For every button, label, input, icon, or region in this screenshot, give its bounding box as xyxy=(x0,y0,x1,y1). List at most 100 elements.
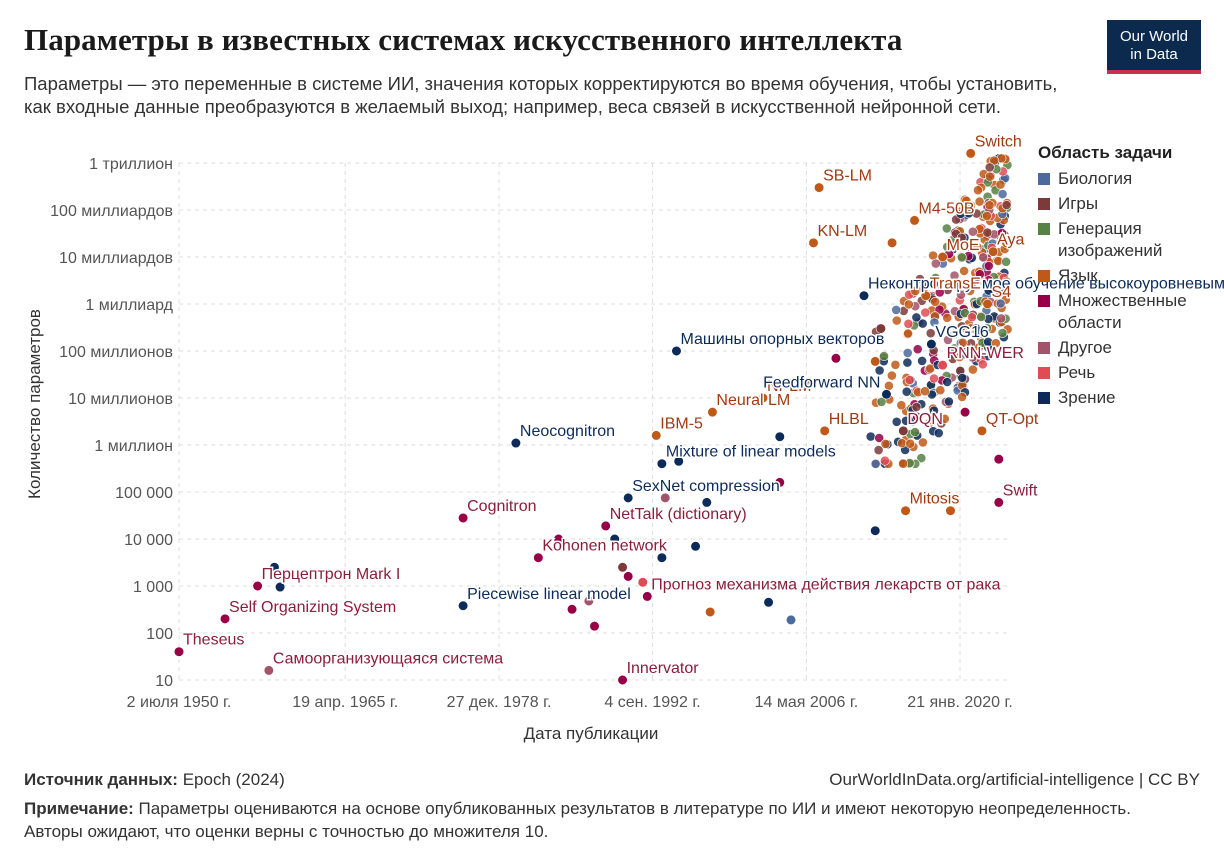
data-point xyxy=(943,334,953,345)
point-label: VGG16 xyxy=(935,324,988,341)
data-point xyxy=(997,189,1008,199)
legend-swatch xyxy=(1038,295,1050,307)
data-point xyxy=(566,604,578,615)
data-point xyxy=(600,520,611,531)
legend-item[interactable]: Язык xyxy=(1038,265,1218,287)
data-point xyxy=(774,431,785,442)
data-point xyxy=(707,407,718,418)
legend-swatch xyxy=(1038,198,1050,210)
point-label: Switch xyxy=(975,133,1022,150)
point-label: SexNet compression xyxy=(632,478,780,495)
data-point xyxy=(219,613,231,624)
data-point xyxy=(902,357,913,368)
legend-label: Другое xyxy=(1058,338,1113,357)
legend-swatch xyxy=(1038,342,1050,354)
data-point xyxy=(916,453,927,463)
x-tick-label: 27 дек. 1978 г. xyxy=(447,694,552,711)
point-label: SB-LM xyxy=(823,168,872,185)
chart-title: Параметры в известных системах искусстве… xyxy=(24,22,903,57)
data-point xyxy=(819,425,830,436)
data-point xyxy=(876,396,887,407)
point-label: Cognitron xyxy=(467,498,536,515)
data-point xyxy=(881,389,892,400)
data-point xyxy=(989,155,1000,166)
point-label: Self Organizing System xyxy=(229,599,396,616)
point-label: Машины опорных векторов xyxy=(680,331,884,348)
legend-item[interactable]: Игры xyxy=(1038,193,1218,215)
point-label: Mitosis xyxy=(910,491,960,508)
x-tick-label: 4 сен. 1992 г. xyxy=(604,694,700,711)
owid-logo[interactable]: Our World in Data xyxy=(1107,20,1201,74)
legend-item[interactable]: Зрение xyxy=(1038,387,1218,409)
data-point xyxy=(911,402,922,412)
point-label: Swift xyxy=(1003,482,1038,499)
x-tick-label: 14 мая 2006 г. xyxy=(755,694,859,711)
data-point xyxy=(972,242,983,252)
data-point xyxy=(617,562,628,573)
data-points xyxy=(173,148,1013,686)
data-point xyxy=(891,315,902,326)
legend-label: Биология xyxy=(1058,169,1133,188)
legend-item[interactable]: Генерация изображений xyxy=(1038,218,1218,262)
point-label: Aya xyxy=(997,232,1024,249)
y-tick-label: 10 xyxy=(155,673,173,690)
data-point xyxy=(705,606,716,618)
legend-item[interactable]: Множественные области xyxy=(1038,290,1218,334)
point-label: IBM-5 xyxy=(660,415,703,432)
data-point xyxy=(870,356,881,367)
data-point xyxy=(263,665,274,676)
data-point xyxy=(673,456,684,467)
y-tick-label: 1 000 xyxy=(133,579,173,596)
data-point xyxy=(909,215,920,226)
data-point xyxy=(974,196,985,207)
data-point xyxy=(945,505,956,516)
data-point xyxy=(942,312,953,323)
point-labels: Theseus Self Organizing System Перцептрон … xyxy=(182,132,1224,679)
data-point xyxy=(956,321,967,332)
data-point xyxy=(774,477,785,488)
legend-item[interactable]: Другое xyxy=(1038,337,1218,359)
data-point xyxy=(960,349,971,360)
data-point xyxy=(903,328,913,339)
data-point xyxy=(955,208,966,219)
data-point xyxy=(930,272,941,283)
data-point xyxy=(995,179,1006,190)
data-point xyxy=(785,614,797,625)
data-point xyxy=(905,438,916,449)
data-point xyxy=(660,492,671,503)
point-label: S4 xyxy=(992,284,1012,301)
legend-item[interactable]: Речь xyxy=(1038,362,1218,384)
y-tick-label: 100 xyxy=(146,626,173,643)
data-point xyxy=(957,372,968,383)
y-tick-label: 100 миллионов xyxy=(59,344,173,361)
data-point xyxy=(808,237,819,248)
point-label: QT-Opt xyxy=(986,411,1039,428)
data-point xyxy=(929,405,939,416)
data-point xyxy=(988,246,999,257)
logo-line-1: Our World xyxy=(1119,28,1189,45)
data-point xyxy=(886,237,898,248)
footer-source: Источник данных: Epoch (2024) xyxy=(24,770,285,790)
footer-url-link[interactable]: OurWorldInData.org/artificial-intelligen… xyxy=(829,770,1200,789)
legend: Область задачи Биология Игры Генерация изо… xyxy=(1038,143,1218,412)
x-tick-label: 19 апр. 1965 г. xyxy=(292,694,398,711)
data-point xyxy=(904,375,915,385)
data-point xyxy=(925,328,936,339)
data-point xyxy=(912,411,922,422)
data-point xyxy=(942,377,953,387)
data-point xyxy=(903,318,914,329)
y-tick-label: 1 миллион xyxy=(94,438,173,455)
data-point xyxy=(902,347,913,358)
legend-item[interactable]: Биология xyxy=(1038,168,1218,190)
y-tick-label: 1 триллион xyxy=(89,156,173,173)
data-point xyxy=(898,458,909,469)
data-point xyxy=(959,266,969,276)
data-point xyxy=(890,359,901,370)
point-label: Прогноз механизма действия лекарств от р… xyxy=(651,576,1000,593)
legend-label: Речь xyxy=(1058,363,1096,382)
data-point xyxy=(901,386,912,397)
data-point xyxy=(978,252,989,263)
data-point xyxy=(982,210,992,221)
data-point xyxy=(929,317,940,328)
legend-label: Язык xyxy=(1058,266,1098,285)
